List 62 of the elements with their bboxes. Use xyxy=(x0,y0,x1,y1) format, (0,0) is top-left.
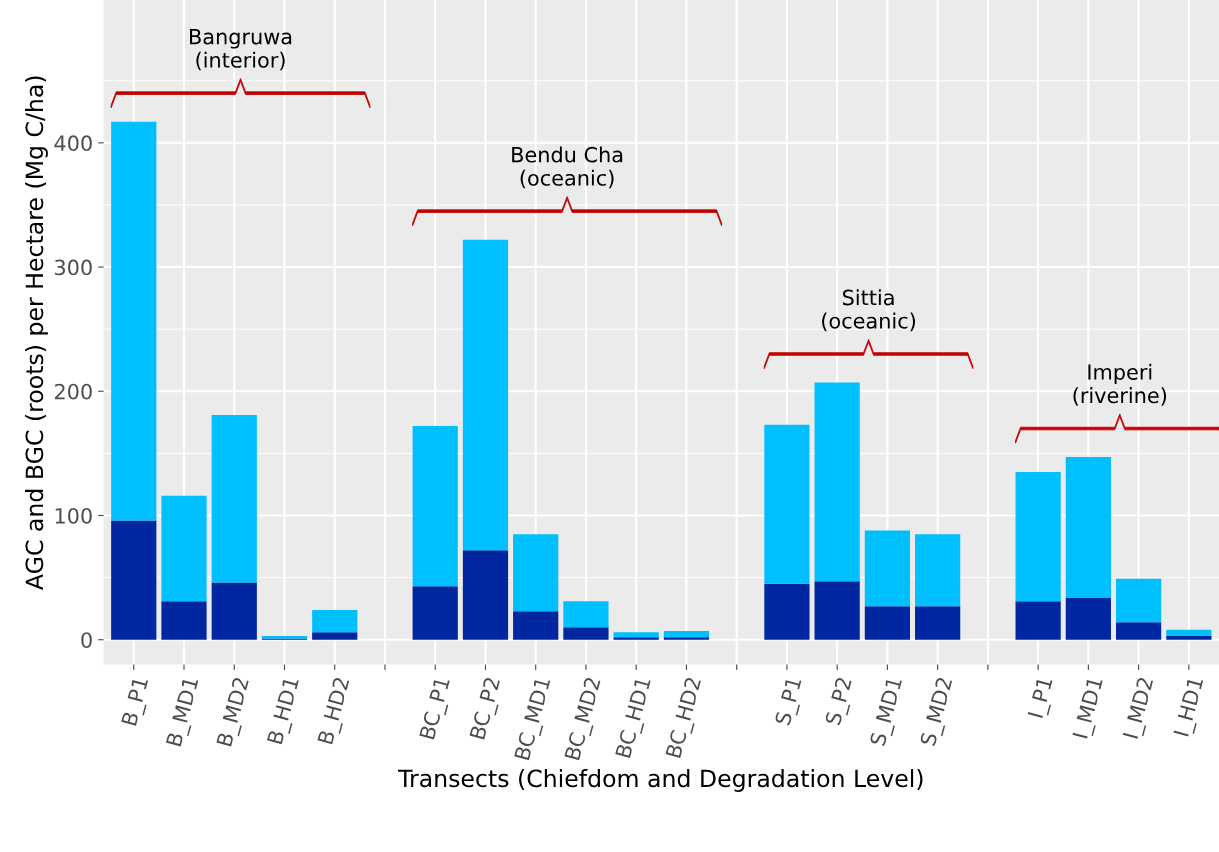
bar xyxy=(915,534,961,607)
bar xyxy=(1015,472,1061,602)
bar xyxy=(111,520,157,640)
bar xyxy=(1015,601,1061,640)
bar xyxy=(513,534,559,612)
x-tick-label: S_MD1 xyxy=(869,676,907,748)
bar xyxy=(1166,629,1212,636)
x-tick-label: I_MD2 xyxy=(1122,676,1158,740)
bar xyxy=(1065,597,1111,640)
bar xyxy=(613,632,659,638)
bar xyxy=(764,424,810,584)
bar xyxy=(563,627,609,640)
bar xyxy=(663,631,710,638)
y-tick-label: 100 xyxy=(55,507,92,524)
x-tick-label: I_P1 xyxy=(1027,676,1058,720)
bar xyxy=(864,606,911,640)
x-tick-label: S_P1 xyxy=(774,676,807,727)
bar xyxy=(814,581,860,640)
bar xyxy=(1065,457,1111,598)
annotation: Bangruwa (interior) xyxy=(190,29,292,71)
y-axis-title: AGC and BGC (roots) per Hectare (Mg C/ha) xyxy=(25,76,48,590)
x-tick-label: B_MD1 xyxy=(165,676,203,748)
bar xyxy=(663,637,710,640)
bar xyxy=(211,414,257,583)
annotation: Imperi (riverine) xyxy=(1073,363,1167,406)
bar xyxy=(161,495,207,602)
x-axis-title: Transects (Chiefdom and Degradation Level) xyxy=(398,769,923,792)
y-tick-label: 200 xyxy=(54,383,92,400)
x-tick-label: B_MD2 xyxy=(216,676,254,748)
bar xyxy=(764,583,810,640)
bar xyxy=(412,586,458,640)
annotation: Bendu Cha (oceanic) xyxy=(512,146,623,189)
bar xyxy=(462,550,509,640)
bar xyxy=(111,121,157,521)
bar xyxy=(312,632,358,640)
bar xyxy=(1116,578,1162,623)
x-tick-label: S_P2 xyxy=(824,676,857,727)
x-tick-label: I_HD1 xyxy=(1173,676,1208,738)
bar xyxy=(814,382,860,582)
annotation: Sittia (oceanic) xyxy=(822,289,916,332)
y-tick-label: 0 xyxy=(81,632,92,648)
bar xyxy=(462,239,509,551)
bar xyxy=(1166,635,1212,640)
bar xyxy=(412,426,458,587)
x-tick-label: BC_P1 xyxy=(419,676,455,741)
x-tick-label: BC_P2 xyxy=(469,676,505,741)
bar xyxy=(161,601,207,640)
x-tick-label: B_HD1 xyxy=(267,676,304,746)
x-tick-label: S_MD2 xyxy=(919,676,957,748)
y-tick-label: 400 xyxy=(54,135,92,152)
bar xyxy=(864,530,911,607)
bar xyxy=(613,637,659,640)
bar xyxy=(513,611,559,640)
x-tick-label: B_P1 xyxy=(121,676,153,728)
bar xyxy=(211,582,257,640)
bar xyxy=(563,601,609,628)
x-tick-label: I_MD1 xyxy=(1072,676,1108,740)
x-tick-label: B_HD2 xyxy=(317,676,354,746)
y-tick-label: 300 xyxy=(55,259,92,276)
bar xyxy=(1116,622,1162,640)
bar xyxy=(915,606,961,640)
bar xyxy=(312,609,358,633)
